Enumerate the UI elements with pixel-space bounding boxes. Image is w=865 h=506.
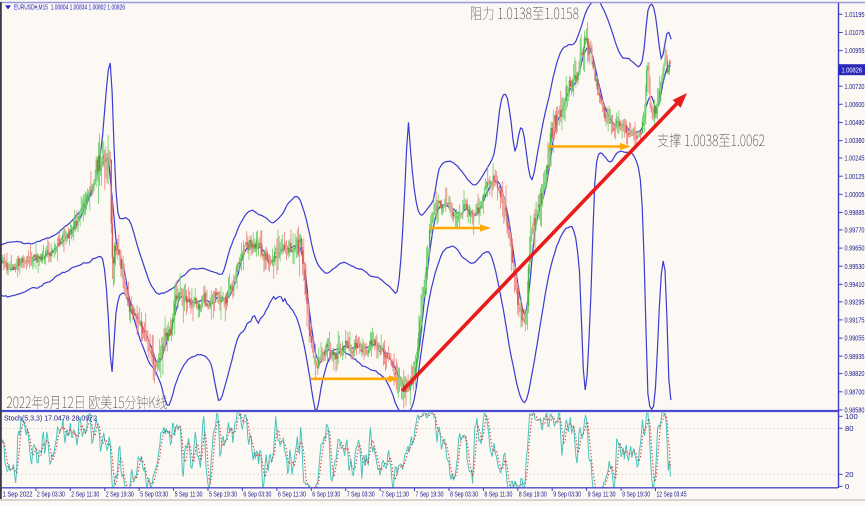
svg-text:2 Sep 19:30: 2 Sep 19:30 xyxy=(106,490,134,499)
svg-text:0.99295: 0.99295 xyxy=(845,297,865,306)
svg-text:1.00125: 1.00125 xyxy=(845,172,865,181)
svg-text:1.01195: 1.01195 xyxy=(845,10,865,19)
svg-text:0.98935: 0.98935 xyxy=(845,352,865,361)
svg-text:1.00600: 1.00600 xyxy=(845,100,865,109)
svg-text:100: 100 xyxy=(845,412,858,421)
svg-text:1.00360: 1.00360 xyxy=(845,136,865,145)
svg-text:0.99175: 0.99175 xyxy=(845,316,865,325)
svg-text:9 Sep 11:30: 9 Sep 11:30 xyxy=(588,490,616,499)
svg-text:9 Sep 03:30: 9 Sep 03:30 xyxy=(553,490,581,499)
svg-text:8 Sep 11:30: 8 Sep 11:30 xyxy=(484,490,512,499)
svg-text:1.00955: 1.00955 xyxy=(845,46,865,55)
svg-text:6 Sep 03:30: 6 Sep 03:30 xyxy=(243,490,271,499)
svg-text:1 Sep 2022: 1 Sep 2022 xyxy=(3,490,33,499)
svg-text:80: 80 xyxy=(845,424,853,433)
svg-text:8 Sep 03:30: 8 Sep 03:30 xyxy=(450,490,478,499)
svg-text:9 Sep 19:30: 9 Sep 19:30 xyxy=(622,490,650,499)
svg-text:8 Sep 19:30: 8 Sep 19:30 xyxy=(519,490,547,499)
svg-text:2 Sep 11:30: 2 Sep 11:30 xyxy=(71,490,99,499)
svg-text:2 Sep 03:30: 2 Sep 03:30 xyxy=(37,490,65,499)
svg-text:1.00005: 1.00005 xyxy=(845,190,865,199)
svg-text:5 Sep 11:30: 5 Sep 11:30 xyxy=(175,490,203,499)
svg-text:0.99650: 0.99650 xyxy=(845,244,865,253)
svg-text:1.00480: 1.00480 xyxy=(845,118,865,127)
svg-text:0.99410: 0.99410 xyxy=(845,280,865,289)
svg-text:0: 0 xyxy=(845,482,849,491)
svg-text:5 Sep 03:30: 5 Sep 03:30 xyxy=(140,490,168,499)
svg-text:0.99885: 0.99885 xyxy=(845,208,865,217)
svg-text:7 Sep 11:30: 7 Sep 11:30 xyxy=(381,490,409,499)
svg-text:0.99770: 0.99770 xyxy=(845,226,865,235)
svg-text:EURUSD#,M15 1.00804 1.00834 1: EURUSD#,M15 1.00804 1.00834 1.00802 1.00… xyxy=(14,3,125,12)
svg-text:0.98700: 0.98700 xyxy=(845,387,865,396)
svg-text:1.00245: 1.00245 xyxy=(845,154,865,163)
svg-text:0.99055: 0.99055 xyxy=(845,334,865,343)
svg-text:1.01075: 1.01075 xyxy=(845,28,865,37)
svg-text:6 Sep 11:30: 6 Sep 11:30 xyxy=(278,490,306,499)
svg-text:0.98820: 0.98820 xyxy=(845,369,865,378)
svg-text:Stoch(5,3,3) 17.0478 28.0972: Stoch(5,3,3) 17.0478 28.0972 xyxy=(4,416,97,423)
svg-text:12 Sep 03:45: 12 Sep 03:45 xyxy=(657,490,687,499)
svg-text:7 Sep 03:30: 7 Sep 03:30 xyxy=(347,490,375,499)
svg-text:7 Sep 19:30: 7 Sep 19:30 xyxy=(416,490,444,499)
svg-text:0.99530: 0.99530 xyxy=(845,262,865,271)
svg-text:5 Sep 19:30: 5 Sep 19:30 xyxy=(209,490,237,499)
svg-text:6 Sep 19:30: 6 Sep 19:30 xyxy=(312,490,340,499)
svg-text:1.00826: 1.00826 xyxy=(842,66,863,75)
svg-text:20: 20 xyxy=(845,470,853,479)
svg-text:1.00720: 1.00720 xyxy=(845,82,865,91)
